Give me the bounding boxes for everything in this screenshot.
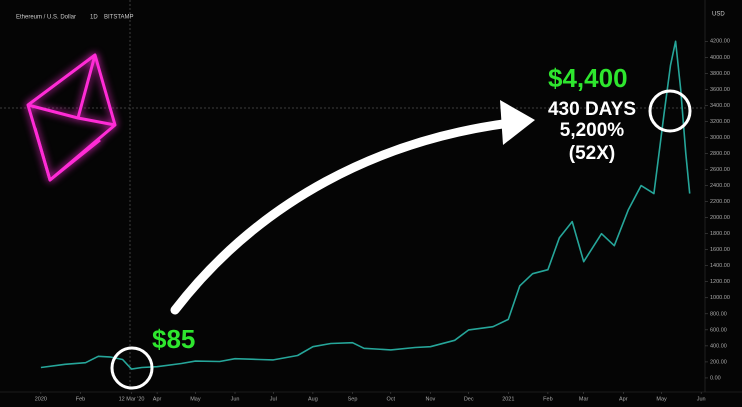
y-tick-label: 3800.00 bbox=[710, 71, 730, 77]
x-tick-label: May bbox=[656, 396, 667, 402]
exchange: BITSTAMP bbox=[104, 15, 134, 21]
y-tick-label: 1400.00 bbox=[710, 263, 730, 269]
y-tick-label: 1000.00 bbox=[710, 295, 730, 301]
annotation: 5,200% bbox=[560, 120, 625, 141]
x-tick-label: Dec bbox=[464, 396, 474, 402]
annotation: $85 bbox=[152, 324, 195, 354]
y-tick-label: 2200.00 bbox=[710, 199, 730, 205]
y-tick-label: 3000.00 bbox=[710, 135, 730, 141]
highlight-circle bbox=[110, 346, 154, 390]
x-tick-label: Apr bbox=[153, 396, 162, 402]
currency: USD bbox=[712, 12, 725, 18]
y-tick-label: 2400.00 bbox=[710, 183, 730, 189]
arrow-head bbox=[500, 100, 535, 145]
x-tick-label: Apr bbox=[619, 396, 628, 402]
y-tick-label: 1200.00 bbox=[710, 279, 730, 285]
annotation: $4,400 bbox=[548, 63, 628, 93]
annotation: (52X) bbox=[569, 143, 615, 164]
y-tick-label: 200.00 bbox=[710, 359, 727, 365]
y-tick-label: 400.00 bbox=[710, 343, 727, 349]
x-tick-label: Mar bbox=[579, 396, 589, 402]
y-tick-label: 2600.00 bbox=[710, 167, 730, 173]
x-tick-label: Jul bbox=[270, 396, 277, 402]
x-tick-label: Jun bbox=[231, 396, 240, 402]
annotation: 430 DAYS bbox=[548, 99, 636, 120]
y-tick-label: 3400.00 bbox=[710, 103, 730, 109]
y-tick-label: 2000.00 bbox=[710, 215, 730, 221]
y-tick-label: 4000.00 bbox=[710, 55, 730, 61]
plot bbox=[40, 40, 691, 370]
y-tick-label: 800.00 bbox=[710, 311, 727, 317]
arrow bbox=[170, 118, 515, 315]
x-tick-label: Sep bbox=[348, 396, 358, 402]
x-tick-label: 2021 bbox=[502, 396, 514, 402]
y-tick-label: 1600.00 bbox=[710, 247, 730, 253]
x-tick-label: 2020 bbox=[35, 396, 47, 402]
y-tick-label: 3200.00 bbox=[710, 119, 730, 125]
chart-title: Ethereum / U.S. Dollar bbox=[16, 15, 76, 21]
x-tick-label: 12 Mar '20 bbox=[119, 396, 145, 402]
y-tick-label: 3600.00 bbox=[710, 87, 730, 93]
highlight-circle bbox=[648, 89, 692, 133]
x-tick-label: Nov bbox=[426, 396, 436, 402]
x-tick-label: Aug bbox=[308, 396, 318, 402]
interval: 1D bbox=[90, 15, 98, 21]
y-tick-label: 2800.00 bbox=[710, 151, 730, 157]
y-tick-label: 600.00 bbox=[710, 327, 727, 333]
y-tick-label: 1800.00 bbox=[710, 231, 730, 237]
x-tick-label: Feb bbox=[543, 396, 552, 402]
x-tick-label: Feb bbox=[76, 396, 85, 402]
y-tick-label: 0.00 bbox=[710, 375, 721, 381]
eth-logo bbox=[26, 53, 117, 182]
y-tick-label: 4200.00 bbox=[710, 39, 730, 45]
x-tick-label: Jun bbox=[697, 396, 706, 402]
x-tick-label: May bbox=[190, 396, 201, 402]
header: Ethereum / U.S. Dollar 1D BITSTAMP USD bbox=[16, 12, 725, 21]
price-line bbox=[40, 40, 691, 370]
x-tick-label: Oct bbox=[387, 396, 396, 402]
